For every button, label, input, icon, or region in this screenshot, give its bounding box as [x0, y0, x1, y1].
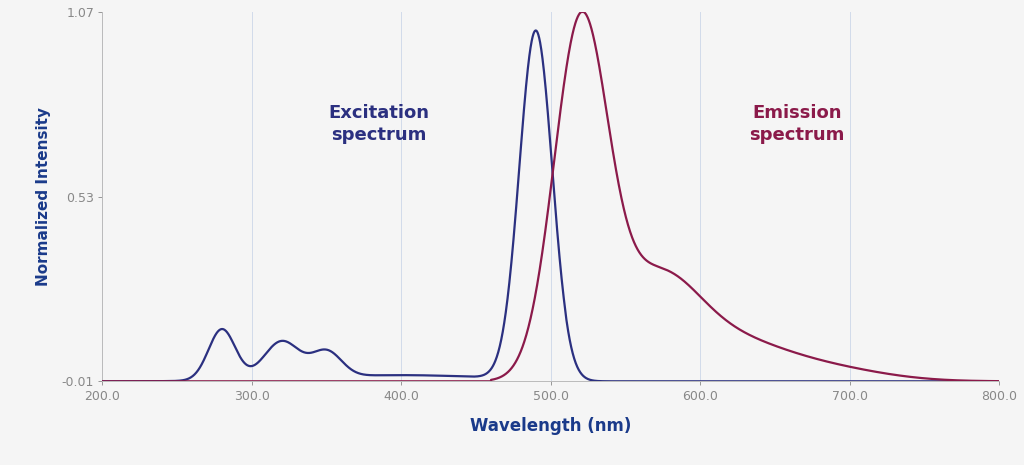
X-axis label: Wavelength (nm): Wavelength (nm) [470, 417, 632, 434]
Text: Emission
spectrum: Emission spectrum [750, 104, 845, 145]
Y-axis label: Normalized Intensity: Normalized Intensity [36, 107, 50, 286]
Text: Excitation
spectrum: Excitation spectrum [329, 104, 429, 145]
